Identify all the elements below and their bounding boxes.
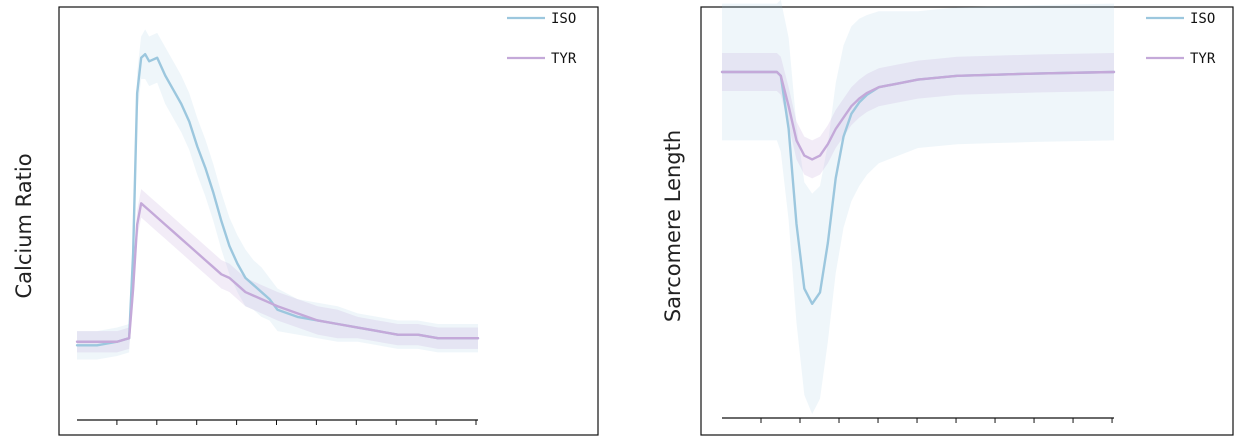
legend-tyr-label: TYR xyxy=(551,51,577,67)
calcium-tyr-series-line xyxy=(75,202,480,343)
calcium-ratio-panel: Calcium Ratio ISO TYR xyxy=(12,6,599,436)
sarcomere-legend: ISO TYR xyxy=(1146,11,1216,67)
legend-iso-label: ISO xyxy=(551,11,576,27)
sarcomere-tyr-series-line xyxy=(720,70,1116,161)
calcium-legend: ISO TYR xyxy=(507,11,577,67)
calcium-bands xyxy=(77,29,478,360)
sarcomere-x-axis xyxy=(722,417,1114,423)
calcium-ratio-y-label: Calcium Ratio xyxy=(12,153,36,298)
calcium-tyr-confidence-band xyxy=(77,189,478,353)
sarcomere-length-y-label: Sarcomere Length xyxy=(661,130,685,322)
legend-iso-label: ISO xyxy=(1190,11,1215,27)
calcium-lines xyxy=(75,53,480,347)
sarcomere-tyr-confidence-band xyxy=(722,53,1114,179)
sarcomere-iso-confidence-band xyxy=(722,0,1114,414)
sarcomere-lines xyxy=(720,70,1116,305)
sarcomere-length-panel: Sarcomere Length ISO TYR xyxy=(661,0,1234,436)
sarcomere-plot-frame xyxy=(700,6,1234,436)
sarcomere-bands xyxy=(722,0,1114,414)
calcium-x-axis xyxy=(77,419,478,425)
legend-tyr-label: TYR xyxy=(1190,51,1216,67)
calcium-iso-confidence-band xyxy=(77,29,478,360)
calcium-plot-frame xyxy=(58,6,599,436)
